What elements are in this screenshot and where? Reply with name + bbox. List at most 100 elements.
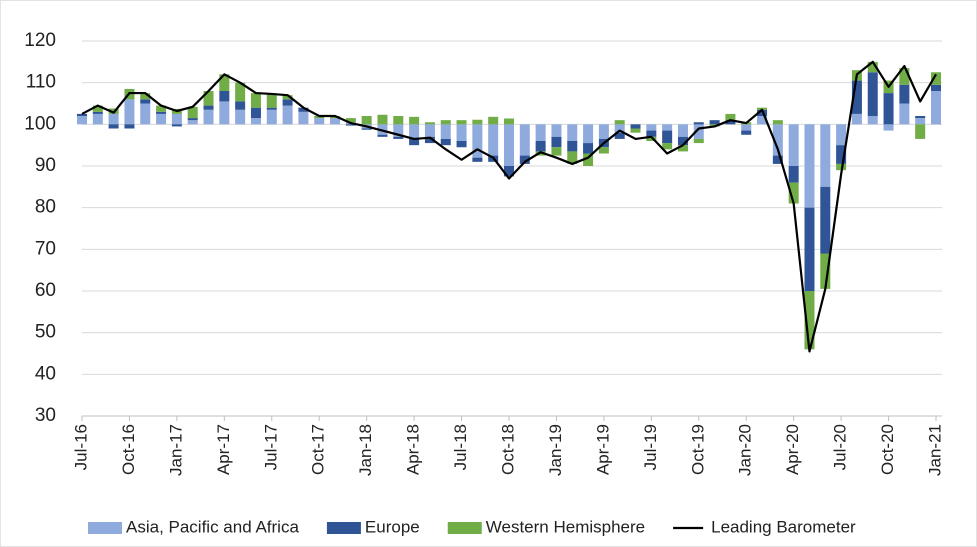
bar-segment: [393, 136, 404, 139]
bar-segment: [820, 186, 831, 254]
bar-segment: [883, 124, 894, 131]
bar-segment: [250, 107, 261, 119]
bar-segment: [915, 116, 926, 119]
bar-segment: [298, 107, 309, 112]
bar-segment: [108, 124, 119, 129]
bar-segment: [867, 61, 878, 73]
bar-segment: [424, 124, 435, 137]
bar-segment: [772, 124, 783, 156]
bar-segment: [282, 95, 293, 100]
bar-segment: [931, 91, 941, 125]
bar-segment: [219, 101, 230, 125]
bar-segment: [772, 120, 783, 125]
y-tick-label: 40: [35, 363, 56, 384]
x-tick-label: Oct-17: [309, 424, 328, 475]
bar-segment: [456, 120, 467, 125]
bar-segment: [725, 120, 736, 125]
y-tick-label: 80: [35, 197, 56, 218]
bar-segment: [361, 116, 372, 125]
bar-segment: [140, 93, 151, 100]
bar-segment: [187, 118, 198, 121]
bar-segment: [77, 113, 87, 116]
bar-segment: [519, 124, 530, 156]
y-tick-label: 90: [35, 155, 56, 176]
bar-segment: [409, 138, 420, 146]
bar-segment: [662, 130, 673, 144]
bar-segment: [535, 124, 546, 141]
bar-segment: [456, 124, 467, 141]
bar-segment: [393, 124, 404, 137]
bar-segment: [440, 138, 451, 146]
bar-segment: [203, 91, 214, 106]
bar-segment: [92, 113, 103, 125]
bar-segment: [630, 124, 641, 129]
bar-segment: [693, 122, 704, 125]
bar-segment: [440, 124, 451, 139]
x-tick-label: Apr-20: [783, 424, 802, 475]
x-tick-label: Apr-18: [404, 424, 423, 475]
y-tick-label: 50: [35, 322, 56, 343]
bar-segment: [330, 118, 341, 125]
bar-segment: [693, 124, 704, 139]
bar-segment: [836, 145, 847, 164]
x-tick-label: Jan-20: [736, 424, 755, 476]
bar-segment: [314, 118, 325, 125]
bar-segment: [677, 124, 688, 137]
bar-segment: [867, 116, 878, 125]
bar-segment: [772, 155, 783, 164]
bar-segment: [345, 118, 356, 123]
bar-segment: [187, 120, 198, 125]
bar-segment: [646, 130, 657, 137]
bar-segment: [646, 124, 657, 131]
bar-segment: [424, 136, 435, 144]
x-tick-label: Jul-18: [451, 424, 470, 470]
legend: Asia, Pacific and Africa Europe Western He…: [88, 517, 856, 536]
bar-segment: [614, 124, 625, 133]
bar-segment: [250, 118, 261, 125]
y-tick-label: 120: [24, 30, 56, 51]
bar-segment: [156, 113, 167, 125]
bar-segment: [820, 124, 831, 187]
bar-segment: [140, 99, 151, 104]
bar-segment: [424, 122, 435, 125]
bar-segment: [124, 99, 135, 125]
bar-segment: [504, 118, 514, 125]
bar-segment: [804, 291, 815, 350]
bar-segment: [646, 136, 657, 141]
bar-segment: [409, 116, 420, 125]
bar-segment: [156, 105, 167, 112]
bar-segment: [551, 136, 562, 148]
bar-segment: [171, 124, 182, 127]
bar-segment: [614, 120, 625, 125]
bar-segment: [899, 68, 910, 85]
bar-segment: [598, 124, 609, 139]
bar-segment: [662, 124, 673, 131]
bar-segment: [235, 101, 246, 110]
bar-segment: [899, 103, 910, 125]
bar-segment: [931, 72, 941, 85]
bar-segment: [583, 124, 594, 144]
bar-segment: [92, 105, 103, 112]
bar-segment: [851, 113, 862, 125]
bar-segment: [567, 141, 578, 152]
bar-segment: [440, 120, 451, 125]
bar-segment: [140, 103, 151, 125]
bar-segment: [804, 207, 815, 291]
bar-segment: [203, 105, 214, 110]
bar-segment: [219, 74, 230, 91]
bar-segment: [551, 124, 562, 137]
bar-segment: [725, 113, 736, 121]
bar-segment: [899, 84, 910, 104]
bar-segment: [820, 253, 831, 289]
legend-swatch: [88, 522, 122, 534]
bar-segment: [757, 116, 768, 125]
bar-segment: [851, 80, 862, 114]
bar-segment: [693, 138, 704, 144]
bar-segment: [788, 182, 799, 204]
bar-segment: [741, 130, 752, 135]
x-tick-label: Oct-18: [498, 424, 517, 475]
bar-segment: [883, 93, 894, 125]
x-tick-label: Jul-19: [641, 424, 660, 470]
bar-segment: [504, 166, 514, 177]
bar-segment: [219, 91, 230, 102]
